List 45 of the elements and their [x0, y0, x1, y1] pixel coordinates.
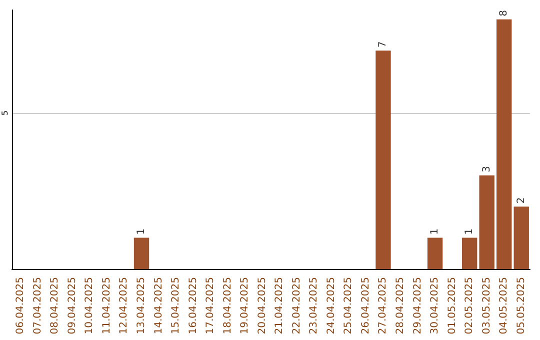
- x-tick-label: 08.04.2025: [50, 277, 61, 334]
- x-tick-label: 23.04.2025: [308, 277, 320, 334]
- x-tick-label: 12.04.2025: [118, 277, 130, 334]
- data-label: 2: [516, 197, 527, 204]
- x-tick-label: 28.04.2025: [395, 277, 406, 334]
- x-tick-label: 09.04.2025: [66, 277, 78, 334]
- x-tick-label: 17.04.2025: [205, 277, 216, 334]
- x-tick-label: 15.04.2025: [170, 277, 182, 334]
- data-label: 8: [498, 10, 510, 16]
- x-tick-label: 18.04.2025: [222, 277, 234, 334]
- data-label: 7: [378, 41, 389, 48]
- x-tick-label: 06.04.2025: [15, 277, 26, 334]
- x-tick-label: 07.04.2025: [32, 277, 44, 334]
- x-tick-label: 04.05.2025: [498, 277, 510, 334]
- x-tick-label: 29.04.2025: [412, 277, 424, 334]
- bar: [479, 175, 494, 269]
- data-label: 1: [464, 228, 476, 235]
- x-tick-label: 27.04.2025: [378, 277, 389, 334]
- bar: [462, 238, 478, 269]
- x-tick-label: 30.04.2025: [430, 277, 441, 334]
- x-tick-label: 01.05.2025: [446, 277, 458, 334]
- x-tick-label: 20.04.2025: [256, 277, 268, 334]
- y-tick-label: 5: [0, 110, 10, 116]
- x-tick-label: 16.04.2025: [188, 277, 199, 334]
- x-tick-label: 26.04.2025: [360, 277, 372, 334]
- x-tick-label: 21.04.2025: [274, 277, 286, 334]
- x-tick-label: 24.04.2025: [326, 277, 337, 334]
- data-label: 1: [430, 228, 441, 235]
- x-tick-label: 22.04.2025: [291, 277, 302, 334]
- bar: [427, 238, 443, 269]
- x-tick-label: 03.05.2025: [481, 277, 492, 334]
- data-label: 3: [481, 166, 492, 172]
- bar: [376, 50, 391, 269]
- x-tick-label: 19.04.2025: [240, 277, 251, 334]
- data-label: 1: [136, 228, 147, 235]
- bar: [496, 19, 512, 269]
- bar: [134, 238, 150, 269]
- x-tick-label: 14.04.2025: [153, 277, 164, 334]
- x-tick-label: 25.04.2025: [343, 277, 354, 334]
- bar: [514, 206, 529, 269]
- x-tick-label: 10.04.2025: [84, 277, 96, 334]
- x-tick-label: 05.05.2025: [516, 277, 527, 334]
- x-tick-label: 13.04.2025: [136, 277, 147, 334]
- x-tick-label: 02.05.2025: [464, 277, 476, 334]
- x-tick-label: 11.04.2025: [101, 277, 112, 334]
